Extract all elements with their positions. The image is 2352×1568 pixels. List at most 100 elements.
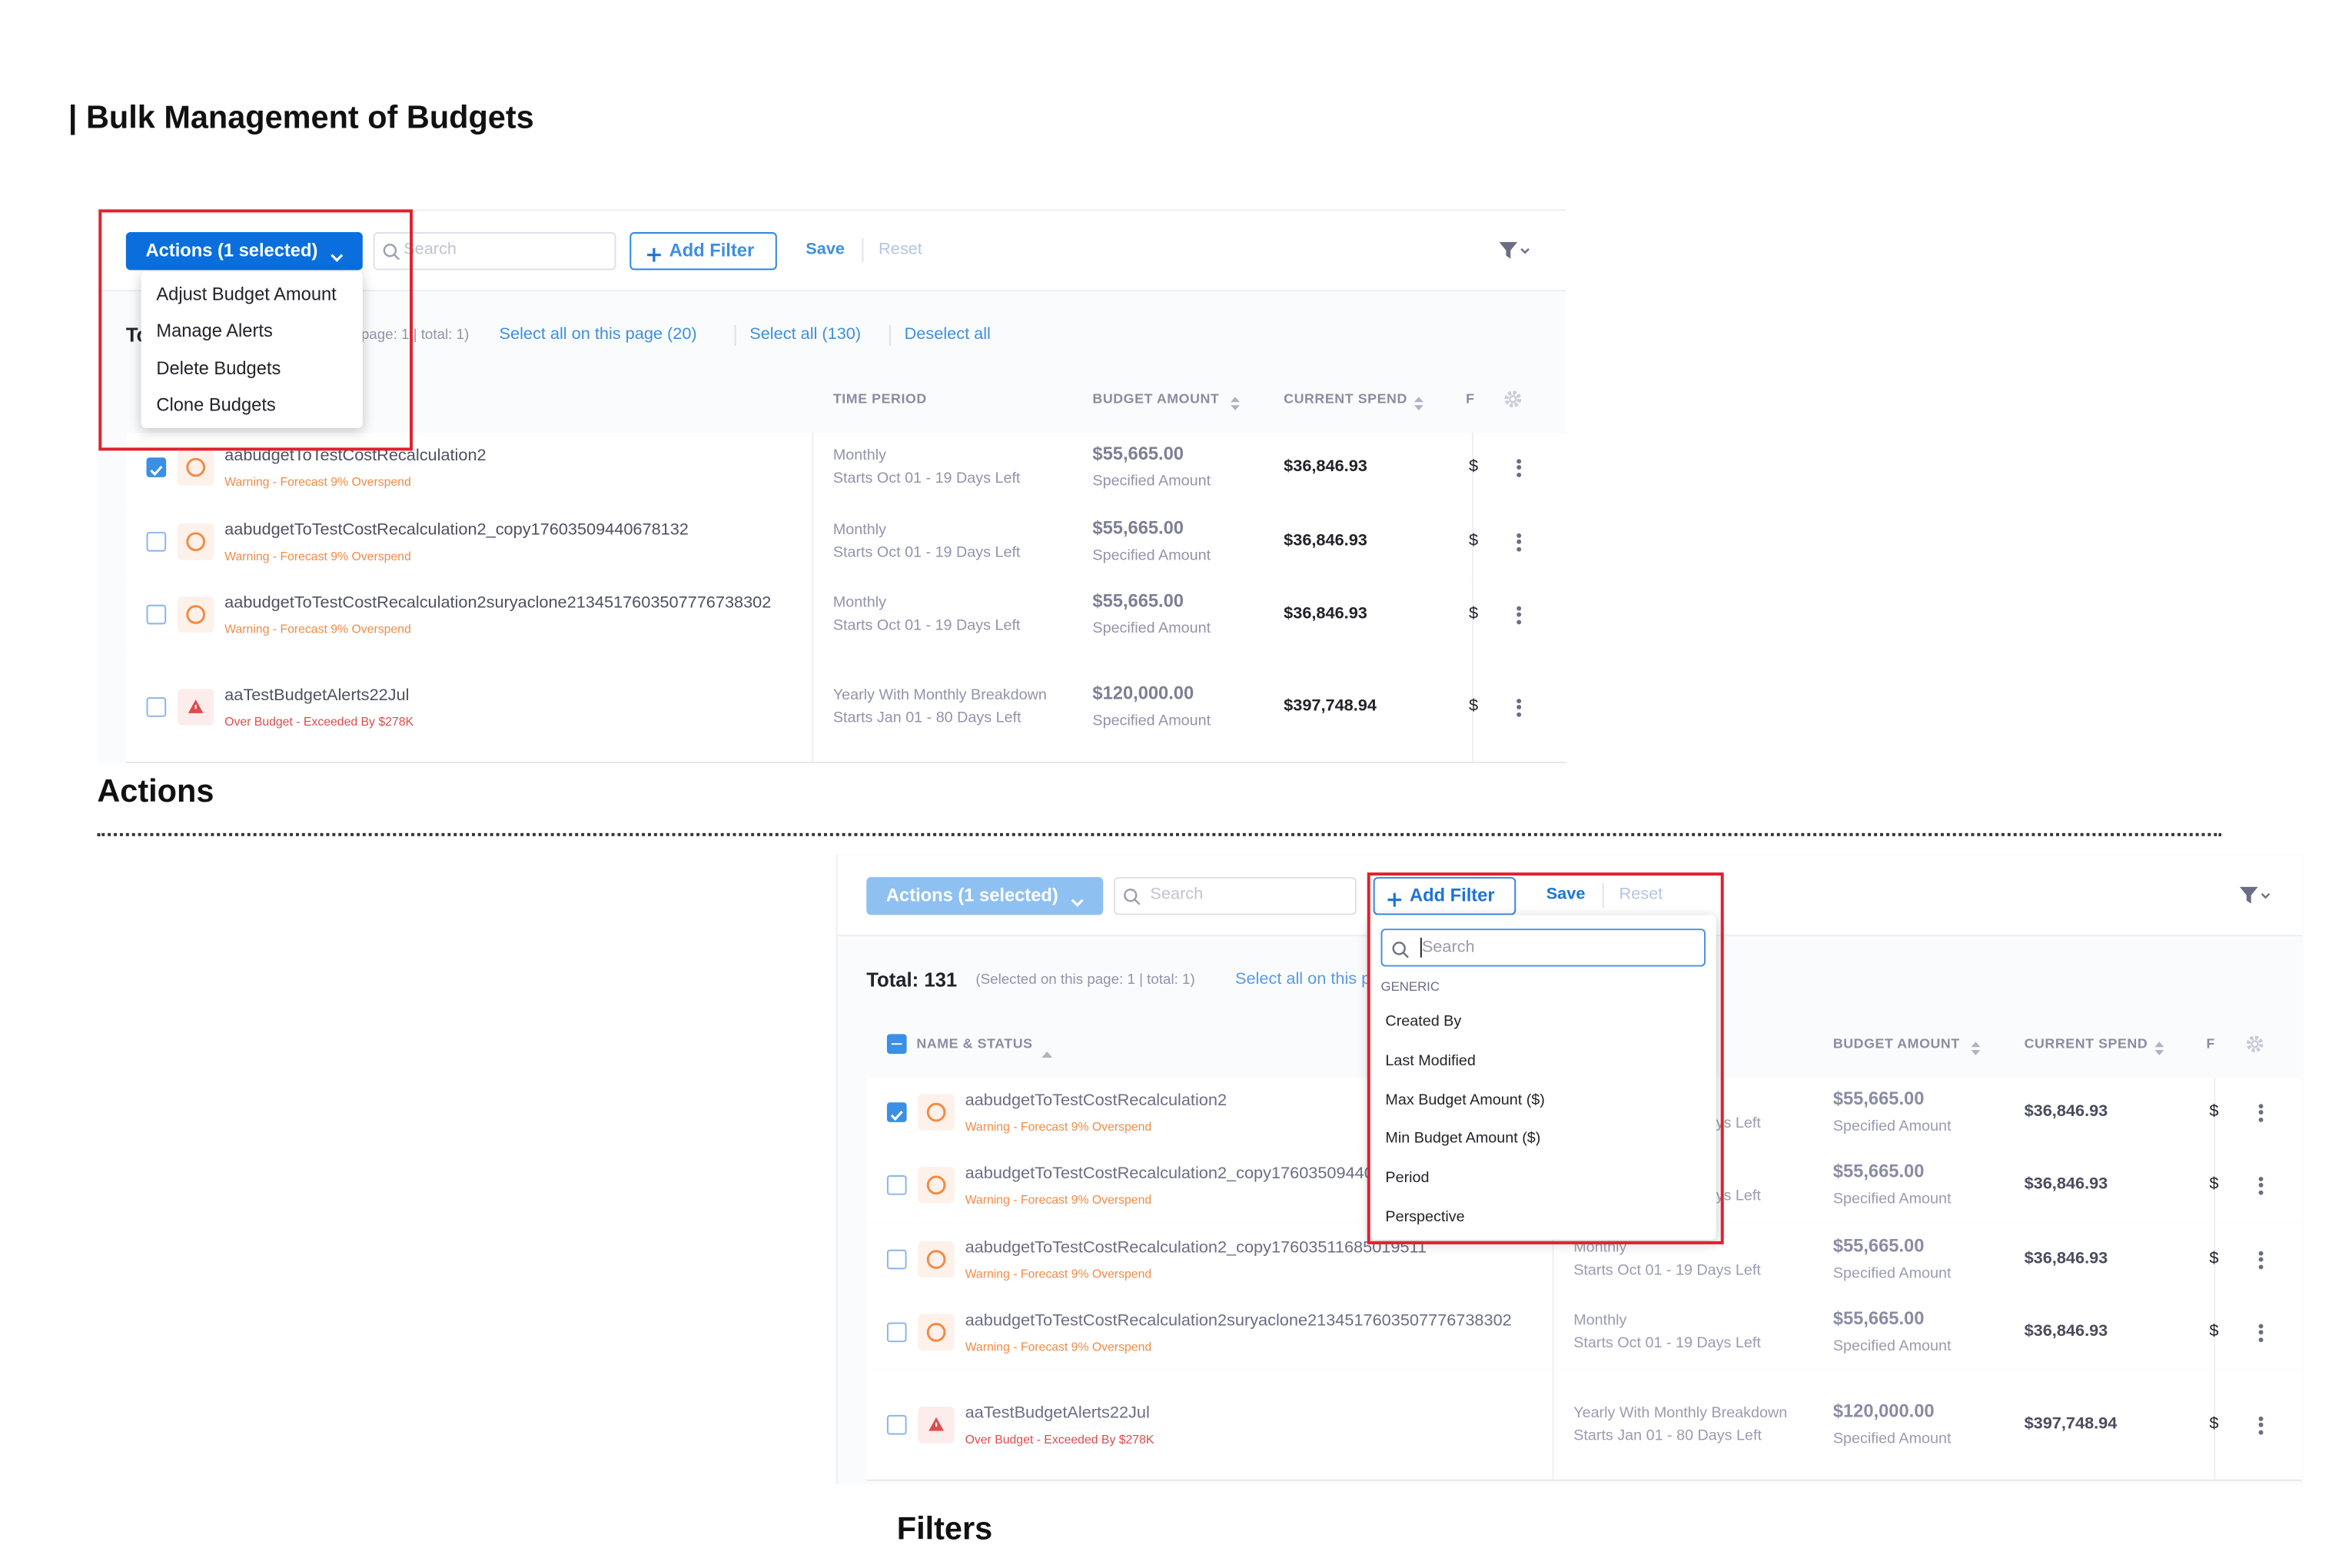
row-menu[interactable] — [1517, 603, 1522, 626]
column-separator — [812, 652, 814, 762]
column-header: BUDGET AMOUNT — [1832, 1035, 1960, 1051]
budget-name[interactable]: aabudgetToTestCostRecalculation2suryaclo… — [224, 593, 772, 613]
budget-name[interactable]: aaTestBudgetAlerts22Jul — [224, 686, 410, 705]
time-period: Starts Oct 01 - 19 Days Left — [1573, 1261, 1761, 1279]
filter-option[interactable]: Created By — [1385, 1013, 1462, 1031]
sort-toggle — [1230, 391, 1241, 411]
search-box[interactable] — [1114, 876, 1357, 915]
current-spend: $36,846.93 — [2024, 1174, 2108, 1194]
menu-item[interactable]: Adjust Budget Amount — [156, 283, 337, 305]
actions-button[interactable] — [125, 231, 363, 270]
column-settings[interactable] — [2244, 1033, 2266, 1055]
budget-name[interactable]: aaTestBudgetAlerts22Jul — [965, 1404, 1150, 1423]
row-checkbox[interactable] — [886, 1102, 907, 1122]
status-icon — [918, 1241, 955, 1278]
sort-toggle-svg — [1414, 397, 1423, 411]
dot — [1517, 458, 1522, 463]
separator — [1602, 882, 1604, 908]
filter-search[interactable] — [1380, 929, 1706, 967]
budget-name[interactable]: aabudgetToTestCostRecalculation2_copy176… — [965, 1238, 1427, 1257]
filter-option[interactable]: Min Budget Amount ($) — [1385, 1131, 1541, 1148]
add-filter-label[interactable]: Add Filter — [1410, 884, 1495, 906]
add-filter-label[interactable]: Add Filter — [669, 239, 755, 261]
save-button[interactable]: Save — [1546, 885, 1586, 904]
budget-name[interactable]: aabudgetToTestCostRecalculation2 — [965, 1091, 1227, 1110]
actions-button-label[interactable]: Actions (1 selected) — [885, 884, 1058, 906]
budget-name[interactable]: aabudgetToTestCostRecalculation2_copy176… — [224, 520, 689, 540]
row-checkbox[interactable] — [886, 1249, 907, 1270]
row-menu[interactable] — [2258, 1101, 2264, 1124]
row-checkbox[interactable] — [886, 1175, 907, 1195]
column-header: CURRENT SPEND — [2024, 1035, 2148, 1051]
column-settings[interactable] — [1502, 388, 1523, 410]
menu-item[interactable]: Delete Budgets — [156, 357, 281, 379]
current-spend: $36,846.93 — [2024, 1322, 2108, 1341]
column-separator — [2214, 1150, 2216, 1224]
search-placeholder: Search — [404, 240, 457, 259]
selection-link[interactable]: Select all (130) — [749, 325, 862, 344]
separator — [734, 324, 736, 347]
separator — [889, 324, 891, 347]
column-separator — [2214, 1370, 2216, 1480]
budget-name[interactable]: aabudgetToTestCostRecalculation2 — [224, 447, 487, 465]
budget-amount: $55,665.00 — [1092, 590, 1184, 612]
budget-name[interactable]: aabudgetToTestCostRecalculation2_copy176… — [965, 1164, 1430, 1183]
reset-button[interactable]: Reset — [879, 240, 922, 259]
row-checkbox[interactable] — [886, 1414, 907, 1435]
search-icon-svg — [383, 244, 400, 261]
time-period: Monthly — [1573, 1312, 1627, 1330]
selection-link[interactable]: Deselect all — [904, 325, 991, 344]
row-checkbox[interactable] — [146, 697, 167, 717]
filter-toggle-svg — [1499, 241, 1530, 259]
row-checkbox[interactable] — [886, 1322, 907, 1343]
status-icon — [918, 1314, 955, 1351]
status-icon-svg — [177, 523, 214, 560]
filter-option[interactable]: Perspective — [1385, 1209, 1465, 1227]
column-settings-svg — [2246, 1035, 2264, 1053]
row-menu[interactable] — [2258, 1174, 2264, 1197]
filter-toggle[interactable] — [2238, 885, 2271, 906]
row-checkbox[interactable] — [146, 531, 167, 552]
budget-name[interactable]: aabudgetToTestCostRecalculation2suryaclo… — [965, 1311, 1512, 1330]
search-box[interactable] — [373, 231, 616, 270]
save-button[interactable]: Save — [806, 240, 845, 259]
filter-option[interactable]: Max Budget Amount ($) — [1385, 1091, 1545, 1109]
time-period: Monthly — [832, 522, 886, 539]
filter-toggle-svg — [2239, 886, 2271, 904]
filter-toggle[interactable] — [1498, 240, 1531, 261]
time-period: Starts Oct 01 - 19 Days Left — [1573, 1334, 1761, 1352]
row-menu[interactable] — [2258, 1414, 2264, 1437]
current-spend: $36,846.93 — [2024, 1249, 2108, 1268]
sort-asc — [1041, 1039, 1053, 1058]
menu-item[interactable]: Clone Budgets — [156, 394, 276, 416]
separator — [862, 238, 864, 263]
current-spend: $36,846.93 — [2024, 1102, 2108, 1121]
actions-button-label[interactable]: Actions (1 selected) — [145, 239, 318, 261]
row-menu[interactable] — [1517, 530, 1522, 553]
current-spend: $397,748.94 — [2024, 1414, 2118, 1433]
row-menu[interactable] — [2258, 1248, 2264, 1271]
menu-item[interactable]: Manage Alerts — [156, 320, 273, 342]
selection-link[interactable]: Select all on this page (20) — [499, 325, 697, 344]
filter-option[interactable]: Last Modified — [1385, 1052, 1476, 1070]
chevron-down-svg — [331, 254, 344, 262]
row-checkbox[interactable] — [146, 457, 167, 477]
filter-option[interactable]: Period — [1385, 1170, 1430, 1188]
dot — [1517, 546, 1522, 551]
budget-amount: $55,665.00 — [1832, 1307, 1925, 1330]
select-all-checkbox[interactable] — [886, 1034, 907, 1055]
sort-asc-svg — [1041, 1051, 1053, 1058]
status-icon — [918, 1094, 955, 1131]
budget-type: Specified Amount — [1092, 473, 1211, 490]
dot — [1517, 612, 1522, 617]
time-period: Starts Jan 01 - 80 Days Left — [1573, 1427, 1762, 1444]
row-checkbox[interactable] — [146, 604, 167, 625]
reset-button[interactable]: Reset — [1619, 885, 1663, 904]
truncated-cell: $ — [2209, 1414, 2219, 1433]
row-menu[interactable] — [2258, 1321, 2264, 1344]
add-filter-button[interactable] — [1373, 876, 1517, 915]
row-menu[interactable] — [1517, 696, 1522, 719]
row-menu[interactable] — [1517, 456, 1522, 479]
actions-button[interactable] — [866, 876, 1104, 915]
